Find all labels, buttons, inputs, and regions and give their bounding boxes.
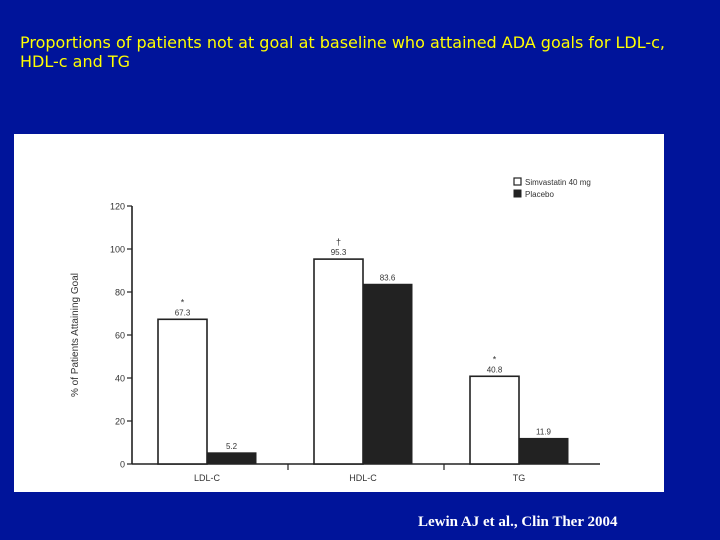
bar-placebo bbox=[362, 283, 413, 465]
citation: Lewin AJ et al., Clin Ther 2004 bbox=[418, 514, 618, 530]
slide-title: Proportions of patients not at goal at b… bbox=[20, 33, 666, 71]
data-label-simvastatin: 95.3 bbox=[331, 248, 347, 257]
y-tick-label: 20 bbox=[115, 417, 125, 427]
bar-placebo bbox=[518, 437, 569, 465]
y-tick-label: 60 bbox=[115, 331, 125, 341]
bar-chart: 0 20 40 60 80 100 120 % of Patients Attaining G… bbox=[70, 177, 600, 483]
bar-simvastatin bbox=[313, 258, 364, 465]
significance-marker: * bbox=[181, 297, 185, 307]
legend-swatch-simvastatin bbox=[513, 177, 522, 186]
bar-simvastatin bbox=[469, 375, 520, 465]
y-tick-label: 120 bbox=[110, 202, 125, 212]
legend-label-simvastatin: Simvastatin 40 mg bbox=[525, 178, 591, 187]
y-axis-title: % of Patients Attaining Goal bbox=[70, 273, 81, 397]
bar-placebo bbox=[206, 452, 257, 465]
data-label-placebo: 83.6 bbox=[380, 273, 396, 282]
y-tick-label: 80 bbox=[115, 288, 125, 298]
y-tick-label: 40 bbox=[115, 374, 125, 384]
data-label-placebo: 5.2 bbox=[226, 442, 238, 451]
legend-swatch-placebo bbox=[513, 189, 522, 198]
legend-label-placebo: Placebo bbox=[525, 190, 554, 199]
x-category-label: LDL-C bbox=[194, 473, 221, 483]
x-category-label: TG bbox=[513, 473, 526, 483]
data-label-simvastatin: 40.8 bbox=[487, 365, 503, 374]
data-label-placebo: 11.9 bbox=[536, 427, 552, 436]
chart-panel: 0 20 40 60 80 100 120 % of Patients Attaining G… bbox=[14, 134, 664, 492]
y-tick-label: 100 bbox=[110, 245, 125, 255]
significance-marker: * bbox=[493, 354, 497, 364]
significance-marker: † bbox=[336, 237, 341, 247]
data-label-simvastatin: 67.3 bbox=[175, 308, 191, 317]
bar-simvastatin bbox=[157, 318, 208, 465]
y-tick-label: 0 bbox=[120, 460, 125, 470]
x-category-label: HDL-C bbox=[349, 473, 377, 483]
